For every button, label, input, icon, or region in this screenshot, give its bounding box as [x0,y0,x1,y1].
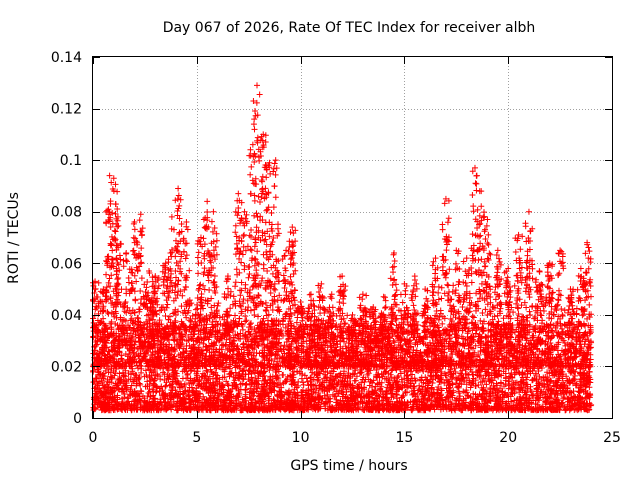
data-point [295,378,302,385]
data-point [284,336,291,343]
data-points [90,82,595,414]
data-point [304,378,311,385]
data-point [357,369,364,376]
data-point [416,382,423,389]
data-point [409,371,416,378]
data-point [137,381,144,388]
y-axis-label: ROTI / TECUs [6,192,22,284]
data-point [152,389,159,396]
data-point [487,376,494,383]
data-point [298,375,305,382]
data-point [184,371,191,378]
data-point [223,378,230,385]
data-point [307,374,314,381]
data-point [329,391,336,398]
data-point [162,383,169,390]
data-point [227,370,234,377]
chart-title: Day 067 of 2026, Rate Of TEC Index for r… [163,20,536,36]
data-point [472,330,479,337]
data-point [549,328,556,335]
data-point [170,336,177,343]
data-point [391,339,398,346]
data-point [324,391,331,398]
data-point [438,369,445,376]
x-axis-label: GPS time / hours [290,458,407,474]
data-point [439,320,446,327]
data-point [145,389,152,396]
